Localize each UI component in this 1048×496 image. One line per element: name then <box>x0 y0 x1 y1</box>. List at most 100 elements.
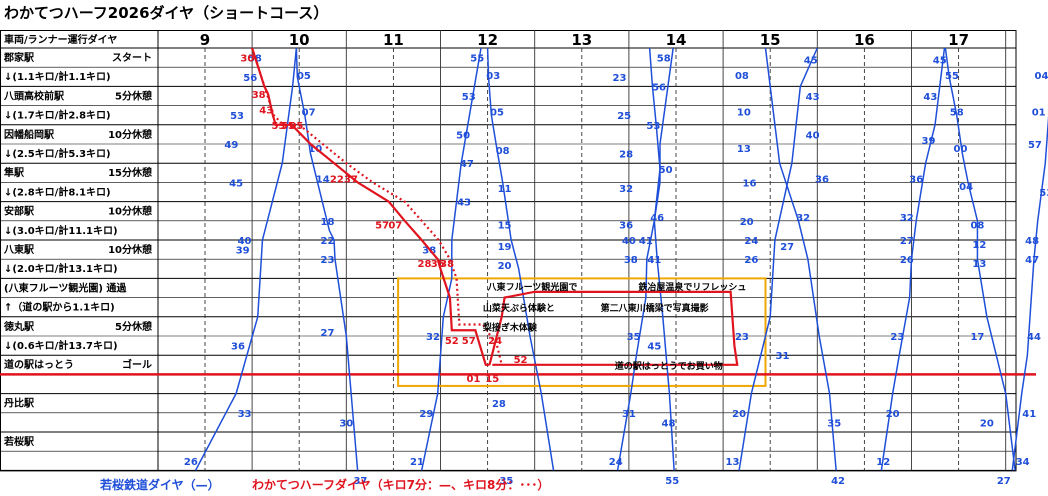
train-time-label: 21 <box>410 457 424 468</box>
train-time-label: 55 <box>945 71 959 82</box>
row-name: 丹比駅 <box>4 397 35 410</box>
activity-annotation: 道の駅はっとうでお買い物 <box>615 360 723 372</box>
row-name: 隼駅 <box>3 166 25 179</box>
train-time-label: 20 <box>732 409 746 420</box>
train-time-label: 45 <box>804 56 818 67</box>
train-time-label: 40 <box>622 236 636 247</box>
hour-label-12: 12 <box>477 31 498 49</box>
train-time-label: 11 <box>498 184 512 195</box>
row-name: 郡家駅 <box>3 51 35 64</box>
train-time-label: 41 <box>639 236 653 247</box>
train-time-label: 37 <box>353 476 367 487</box>
train-time-label: 58 <box>950 107 964 118</box>
row-note: 5分休憩 <box>115 320 152 333</box>
train-time-label: 42 <box>831 476 845 487</box>
train-time-label: 53 <box>1039 188 1048 199</box>
runner-time-label: 38 <box>440 259 454 270</box>
train-time-label: 49 <box>224 140 238 151</box>
train-time-label: 44 <box>1027 332 1041 343</box>
activity-annotation: 第二八東川橋梁で写真撮影 <box>601 302 709 314</box>
train-time-label: 18 <box>320 217 334 228</box>
train-time-label: 26 <box>184 457 198 468</box>
row-name: ↓(1.1キロ/計1.1キロ) <box>4 70 111 83</box>
row-name: ↓(2.5キロ/計5.3キロ) <box>4 147 111 160</box>
train-time-label: 20 <box>980 418 994 429</box>
row-name: ↓(2.8キロ/計8.1キロ) <box>4 185 111 198</box>
row-name: 八頭高校前駅 <box>3 89 65 102</box>
activity-annotation: 山菜天ぷら体験と <box>483 302 555 314</box>
train-time-label: 45 <box>647 342 661 353</box>
train-time-label: 13 <box>737 144 751 155</box>
legend-train: 若桜鉄道ダイヤ（—） <box>100 478 220 492</box>
train-time-label: 38 <box>422 246 436 257</box>
train-time-label: 24 <box>609 457 623 468</box>
train-path-10 <box>1011 115 1048 471</box>
train-time-label: 27 <box>780 242 794 253</box>
train-time-label: 14 <box>316 175 330 186</box>
train-time-label: 20 <box>740 217 754 228</box>
train-time-label: 13 <box>972 259 986 270</box>
train-time-label: 36 <box>815 175 829 186</box>
train-time-label: 04 <box>1035 71 1048 82</box>
train-time-label: 46 <box>650 213 664 224</box>
train-time-label: 20 <box>498 261 512 272</box>
train-time-label: 36 <box>909 175 923 186</box>
train-time-label: 08 <box>970 221 984 232</box>
hour-label-17: 17 <box>948 31 969 49</box>
runner-time-label: 07 <box>388 221 402 232</box>
train-path-6 <box>738 47 818 471</box>
train-time-label: 23 <box>890 332 904 343</box>
train-time-label: 36 <box>231 342 245 353</box>
row-name: ↑（道の駅から1.1キロ) <box>4 301 115 314</box>
train-time-label: 31 <box>622 409 636 420</box>
train-time-label: 32 <box>900 213 914 224</box>
train-time-label: 56 <box>652 82 666 93</box>
runner-time-label: 05 <box>289 121 303 132</box>
row-note: ゴール <box>122 358 152 371</box>
row-note: スタート <box>112 52 152 64</box>
runner-time-label: 38 <box>252 90 266 101</box>
train-time-label: 40 <box>806 130 820 141</box>
row-name: ↓(1.7キロ/計2.8キロ) <box>4 109 111 122</box>
train-time-label: 01 <box>1032 107 1046 118</box>
train-time-label: 12 <box>972 240 986 251</box>
hour-label-14: 14 <box>666 31 687 49</box>
runner-time-label: 43 <box>259 105 273 116</box>
row-note: 10分休憩 <box>108 205 152 218</box>
train-time-label: 10 <box>308 144 322 155</box>
runner-time-label: 37 <box>344 175 358 186</box>
runner-time-label: 57 <box>375 221 389 232</box>
train-path-4 <box>616 47 674 471</box>
activity-annotation: 鉄冶屋温泉でリフレッシュ <box>638 281 746 293</box>
hour-label-9: 9 <box>200 31 210 49</box>
train-path-1 <box>295 47 359 471</box>
train-time-label: 32 <box>426 332 440 343</box>
train-time-label: 07 <box>302 107 316 118</box>
row-name: 道の駅はっとう <box>4 358 74 371</box>
activity-annotation: 八東フルーツ観光園で <box>487 281 578 293</box>
activity-annotation: 梨接ぎ木体験 <box>482 321 538 333</box>
train-time-label: 31 <box>775 351 789 362</box>
row-name: 安部駅 <box>4 205 35 218</box>
train-time-label: 57 <box>1028 140 1042 151</box>
train-time-label: 39 <box>236 246 250 257</box>
train-time-label: 43 <box>923 92 937 103</box>
train-time-label: 41 <box>647 255 661 266</box>
legend-runner: わかてつハーフダイヤ（キロ7分：—、キロ8分：･･･） <box>252 478 550 492</box>
train-time-label: 45 <box>229 178 243 189</box>
train-time-label: 36 <box>619 221 633 232</box>
train-time-label: 48 <box>662 418 676 429</box>
train-time-label: 29 <box>419 409 433 420</box>
train-time-label: 23 <box>735 332 749 343</box>
runner-time-label: 28 <box>418 259 432 270</box>
train-time-label: 24 <box>744 236 758 247</box>
train-time-label: 25 <box>617 111 631 122</box>
train-time-label: 41 <box>1022 409 1036 420</box>
train-time-label: 55 <box>665 476 679 487</box>
row-note: 10分休憩 <box>108 243 152 256</box>
hour-label-13: 13 <box>571 31 592 49</box>
row-name: 八東駅 <box>3 243 35 256</box>
train-time-label: 55 <box>470 54 484 65</box>
train-time-label: 22 <box>320 236 334 247</box>
row-name: ↓(0.6キロ/計13.7キロ) <box>4 339 118 352</box>
